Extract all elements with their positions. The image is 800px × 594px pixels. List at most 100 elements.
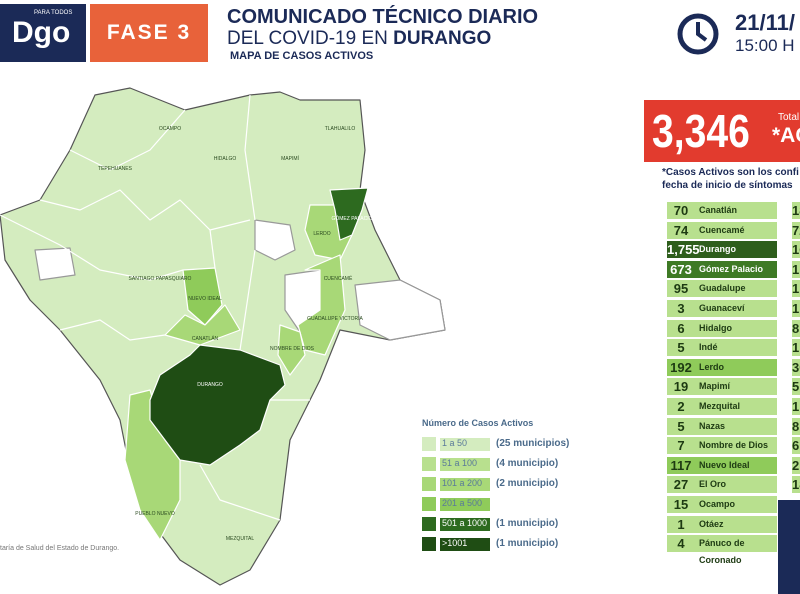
map-label: CUENCAMÉ [324, 275, 353, 282]
border [69, 109, 186, 171]
legend-title: Número de Casos Activos [422, 418, 534, 428]
case-count-right: 1 [792, 260, 800, 278]
case-count-right: 1 [792, 280, 800, 298]
municipality-name: Mapimí [699, 381, 731, 392]
map-label: GÓMEZ PALACIO [331, 215, 372, 222]
case-count-right: 30 [792, 358, 800, 376]
legend-range: 201 a 500 [440, 498, 490, 511]
map-label: MAPIMÍ [281, 155, 299, 162]
border [209, 229, 216, 269]
municipality [254, 219, 296, 261]
map-label: NOMBRE DE DIOS [270, 346, 315, 352]
total-tag: *AC [772, 124, 800, 147]
table-row: 27 El Oro [667, 476, 777, 494]
legend-swatch [422, 477, 436, 491]
table-row: 4 Pánuco de Coronado [667, 535, 777, 565]
table-row: 117 Nuevo Ideal [667, 456, 777, 474]
municipality-name: Nuevo Ideal [699, 459, 750, 470]
case-count: 15 [673, 497, 689, 512]
municipality [297, 254, 346, 356]
case-count: 3 [677, 301, 685, 316]
total-value: 3,346 [652, 105, 750, 157]
table-row: 1,755 Durango [667, 241, 777, 259]
table-row: 5 Nazas [667, 417, 777, 435]
subtitle: DEL COVID-19 EN DURANGO [227, 28, 491, 50]
legend-range: >1001 [440, 538, 490, 551]
legend-count: (1 municipio) [496, 538, 559, 549]
case-count-right: 18 [792, 476, 800, 494]
case-count: 6 [677, 320, 685, 336]
municipality-name: Hidalgo [699, 322, 732, 333]
case-count-right: 5 [792, 378, 800, 396]
case-count-right: 18 [792, 202, 800, 219]
case-count: 1,755 [667, 242, 700, 258]
municipality-name: Indé [699, 342, 718, 353]
map-label: OCAMPO [159, 126, 181, 132]
legend-swatch [422, 517, 436, 531]
border [59, 319, 166, 341]
title: COMUNICADO TÉCNICO DIARIO [227, 6, 539, 28]
map-label: PUEBLO NUEVO [135, 511, 175, 517]
municipality [329, 187, 369, 241]
border [239, 249, 256, 351]
case-count: 19 [673, 379, 689, 395]
case-count: 5 [677, 340, 685, 356]
case-count: 74 [673, 222, 689, 238]
legend-range: 101 a 200 [440, 478, 490, 491]
municipality-name: Nazas [699, 420, 726, 431]
case-count-right: 2 [792, 456, 800, 474]
municipality [354, 279, 446, 341]
table-row: 673 Gómez Palacio [667, 260, 777, 278]
subtitle-bold: DURANGO [393, 28, 492, 49]
map-label: TEPEHUANES [98, 166, 133, 172]
table-row: 70 Canatlán [667, 202, 777, 219]
case-count: 70 [673, 203, 689, 218]
municipality-name: Canatlán [699, 205, 738, 215]
municipality-name: Lerdo [699, 361, 725, 372]
legend-count: (2 municipio) [496, 478, 559, 489]
case-count: 2 [677, 399, 685, 414]
table-row: 6 Hidalgo [667, 319, 777, 337]
border [0, 214, 184, 281]
case-count-right: 16 [792, 241, 800, 259]
table-row: 192 Lerdo [667, 358, 777, 376]
table-row: 5 Indé [667, 339, 777, 357]
case-count: 1 [677, 516, 685, 532]
table-row: 74 Cuencamé [667, 221, 777, 239]
municipality [34, 247, 76, 281]
legend-count: (1 municipio) [496, 518, 559, 529]
case-count: 673 [670, 261, 692, 277]
table-row: 15 Ocampo [667, 496, 777, 513]
map-label: CANATLÁN [192, 335, 219, 342]
case-count: 117 [670, 457, 692, 473]
legend-count: (25 municipios) [496, 438, 570, 449]
map-label: LERDO [313, 231, 330, 237]
municipality-name: Guanaceví [699, 303, 745, 313]
table-row: 2 Mezquital [667, 398, 777, 415]
map-label: SANTIAGO PAPASQUIARO [129, 276, 192, 282]
map-label: GUADALUPE VICTORIA [307, 316, 363, 322]
legend-range: 1 a 50 [440, 438, 490, 451]
case-count-right: 6 [792, 437, 800, 455]
source: taría de Salud del Estado de Durango. [0, 545, 120, 552]
case-count: 7 [677, 438, 685, 454]
case-count-right: 8 [792, 417, 800, 435]
legend-swatch [422, 537, 436, 551]
total-label: Total [778, 112, 800, 123]
map-label: DURANGO [197, 382, 223, 388]
table-row: 1 Otáez [667, 515, 777, 533]
side-logo [778, 500, 800, 594]
note: *Casos Activos son los confi [662, 167, 799, 178]
municipality-name: Cuencamé [699, 224, 745, 235]
municipality-name: Pánuco de Coronado [699, 538, 745, 566]
case-count-right: 72 [792, 221, 800, 239]
legend-count: (4 municipio) [496, 458, 559, 469]
logo-small: PARA TODOS [34, 10, 73, 16]
map-label: HIDALGO [214, 156, 237, 162]
table-row: 7 Nombre de Dios [667, 437, 777, 455]
municipality-name: Mezquital [699, 401, 741, 411]
case-count: 4 [677, 536, 685, 552]
municipality-name: Ocampo [699, 499, 736, 509]
